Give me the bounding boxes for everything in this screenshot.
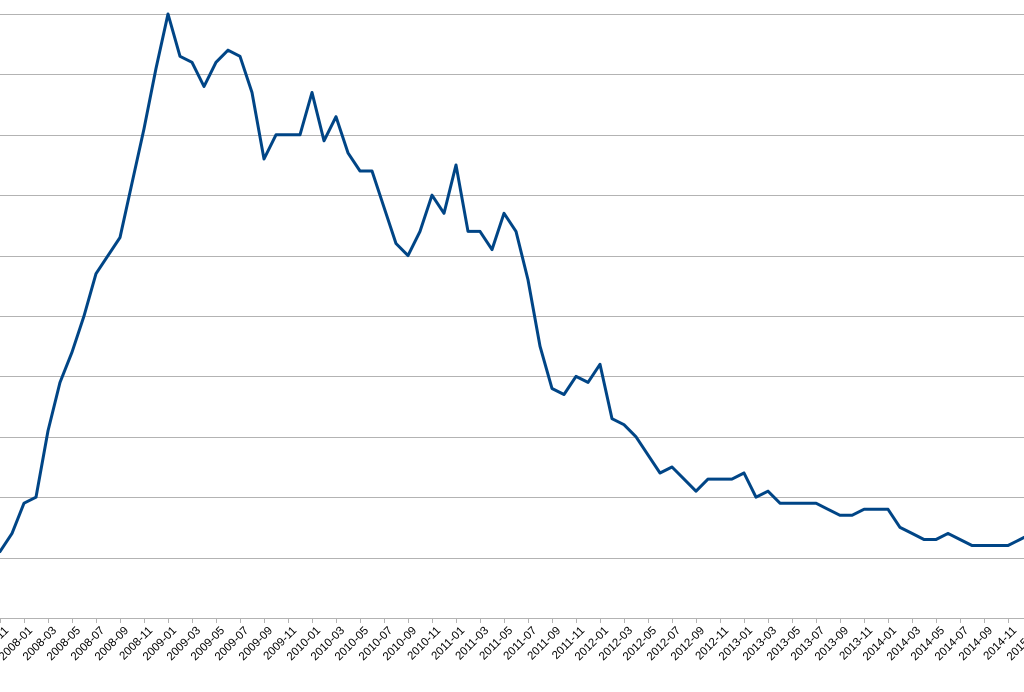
series-line [0,12,1024,554]
series-group [0,12,1024,554]
y-gridlines [0,14,1024,559]
x-axis: 2007-112008-012008-032008-052008-072008-… [0,618,1024,663]
